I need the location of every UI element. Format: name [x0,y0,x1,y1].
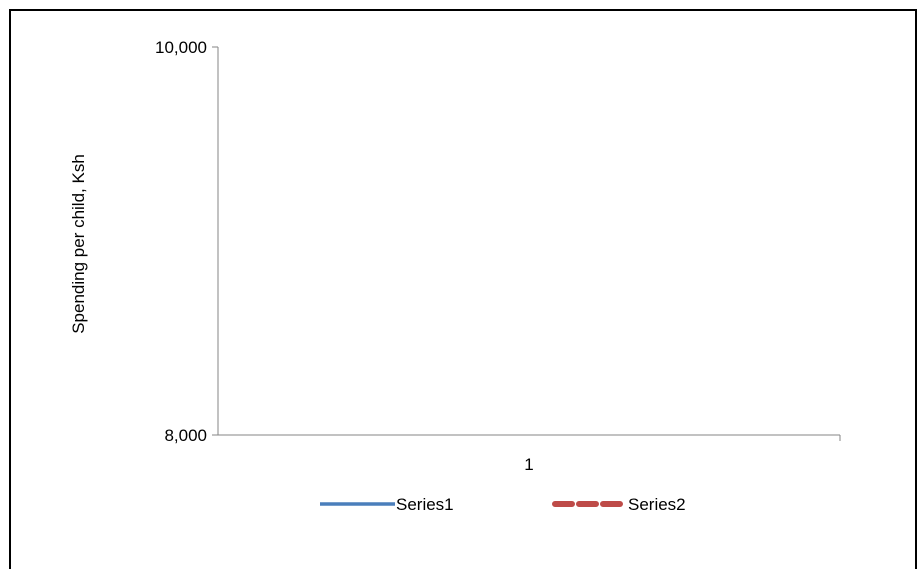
legend-label: Series2 [628,495,686,514]
y-axis: 8,000 10,000 [155,38,219,445]
y-axis-title: Spending per child, Ksh [69,154,88,334]
x-axis: 1 [218,434,841,474]
x-tick-label: 1 [524,455,533,474]
chart: 8,000 10,000 1 Spending per child, Ksh Se… [69,38,841,514]
legend-label: Series1 [396,495,454,514]
y-tick-label: 10,000 [155,38,207,57]
chart-frame: 8,000 10,000 1 Spending per child, Ksh Se… [9,9,917,569]
legend-item: Series2 [552,495,686,514]
legend: Series1 Series2 [320,495,686,514]
legend-item: Series1 [320,495,454,514]
y-tick-label: 8,000 [164,426,207,445]
